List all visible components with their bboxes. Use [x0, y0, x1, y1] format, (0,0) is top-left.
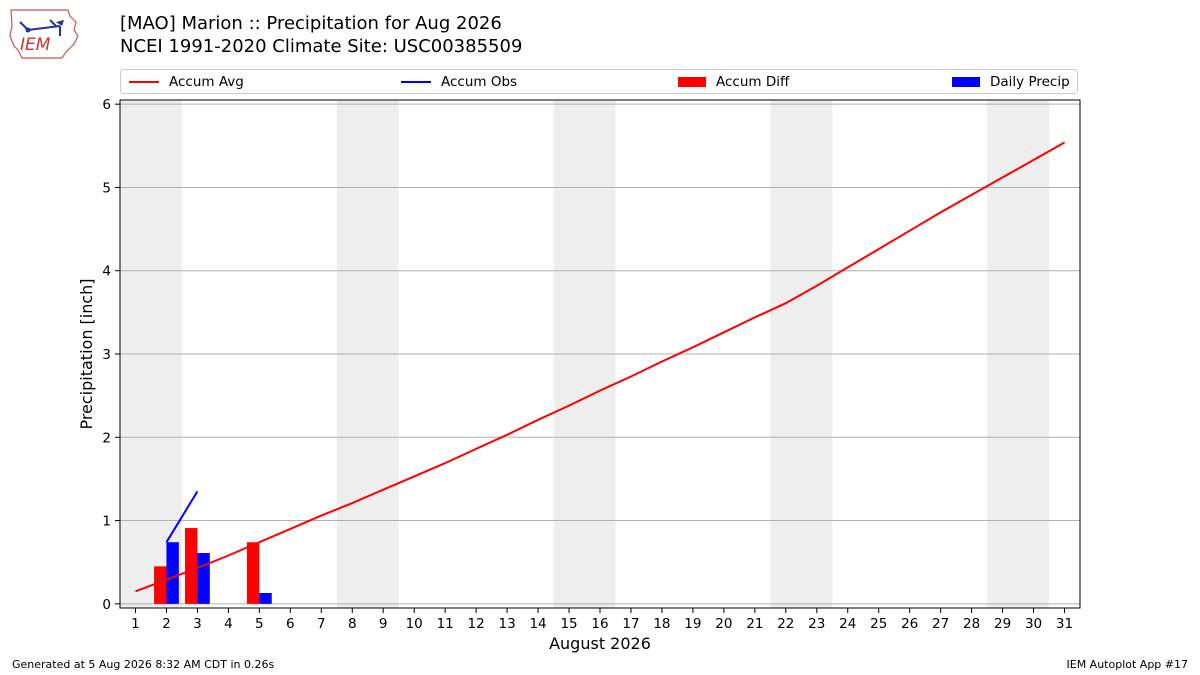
weekend-band — [120, 100, 182, 608]
x-tick-label: 29 — [994, 616, 1011, 632]
x-tick-label: 3 — [193, 616, 202, 632]
x-tick-label: 16 — [591, 616, 608, 632]
x-tick-label: 19 — [684, 616, 701, 632]
legend-swatch-daily-precip — [952, 76, 980, 87]
y-tick-label: 3 — [102, 347, 111, 363]
bar-daily-precip — [259, 593, 272, 604]
title-line-1: [MAO] Marion :: Precipitation for Aug 20… — [120, 13, 502, 34]
weekend-band — [770, 100, 833, 608]
title-line-2: NCEI 1991-2020 Climate Site: USC00385509 — [120, 36, 523, 57]
legend-item-accum-obs: Accum Obs — [401, 70, 517, 93]
x-tick-label: 4 — [224, 616, 233, 632]
chart-title: [MAO] Marion :: Precipitation for Aug 20… — [120, 12, 522, 58]
line-accum-obs — [165, 490, 199, 543]
x-tick-label: 17 — [622, 616, 639, 632]
line-accum-avg — [135, 141, 1065, 593]
y-tick-label: 1 — [102, 514, 111, 530]
bar-accum-diff — [185, 528, 198, 604]
legend-item-accum-avg: Accum Avg — [129, 70, 244, 93]
footer-app: IEM Autoplot App #17 — [1066, 658, 1189, 671]
x-tick-label: 26 — [901, 616, 918, 632]
x-tick-label: 5 — [255, 616, 264, 632]
x-tick-label: 12 — [468, 616, 485, 632]
legend-swatch-accum-obs — [401, 80, 431, 83]
legend-label-accum-obs: Accum Obs — [441, 73, 518, 90]
x-tick-label: 18 — [653, 616, 670, 632]
y-tick-label: 4 — [102, 264, 111, 280]
x-tick-label: 9 — [379, 616, 388, 632]
x-tick-label: 14 — [529, 616, 546, 632]
x-tick-label: 6 — [286, 616, 295, 632]
x-tick-label: 31 — [1056, 616, 1073, 632]
x-tick-label: 22 — [777, 616, 794, 632]
x-axis-label: August 2026 — [549, 634, 651, 653]
x-tick-label: 2 — [162, 616, 171, 632]
legend: Accum Avg Accum Obs Accum Diff Daily Pre… — [120, 69, 1078, 94]
weekend-band — [336, 100, 399, 608]
x-tick-label: 10 — [406, 616, 423, 632]
bar-daily-precip — [197, 553, 210, 604]
x-tick-label: 13 — [499, 616, 516, 632]
legend-swatch-accum-avg — [129, 80, 159, 83]
bar-accum-diff — [246, 542, 260, 604]
y-axis-label: Precipitation [inch] — [77, 278, 96, 429]
x-tick-label: 28 — [963, 616, 980, 632]
plot-frame — [119, 99, 1081, 609]
weekend-band — [987, 100, 1050, 608]
x-tick-label: 30 — [1025, 616, 1042, 632]
legend-label-daily-precip: Daily Precip — [990, 73, 1070, 90]
x-tick-label: 15 — [560, 616, 577, 632]
y-tick-label: 6 — [102, 97, 111, 113]
x-tick-label: 23 — [808, 616, 825, 632]
x-tick-label: 11 — [437, 616, 454, 632]
y-tick-label: 5 — [102, 180, 111, 196]
y-tick-label: 2 — [102, 430, 111, 446]
x-tick-label: 8 — [348, 616, 357, 632]
legend-label-accum-avg: Accum Avg — [169, 73, 244, 90]
x-tick-label: 1 — [131, 616, 140, 632]
legend-item-daily-precip: Daily Precip — [952, 70, 1070, 93]
x-tick-label: 25 — [870, 616, 887, 632]
legend-swatch-accum-diff — [678, 76, 706, 87]
legend-item-accum-diff: Accum Diff — [678, 70, 789, 93]
x-tick-label: 24 — [839, 616, 856, 632]
x-tick-label: 20 — [715, 616, 732, 632]
logo-text: IEM — [20, 35, 51, 55]
weekend-band — [553, 100, 616, 608]
x-tick-label: 7 — [317, 616, 326, 632]
bar-daily-precip — [166, 542, 179, 604]
legend-label-accum-diff: Accum Diff — [716, 73, 790, 90]
y-tick-label: 0 — [102, 597, 111, 613]
iem-logo: IEM — [9, 9, 79, 59]
footer-generated: Generated at 5 Aug 2026 8:32 AM CDT in 0… — [12, 658, 275, 671]
x-tick-label: 27 — [932, 616, 949, 632]
x-tick-label: 21 — [746, 616, 763, 632]
bar-accum-diff — [154, 566, 167, 604]
